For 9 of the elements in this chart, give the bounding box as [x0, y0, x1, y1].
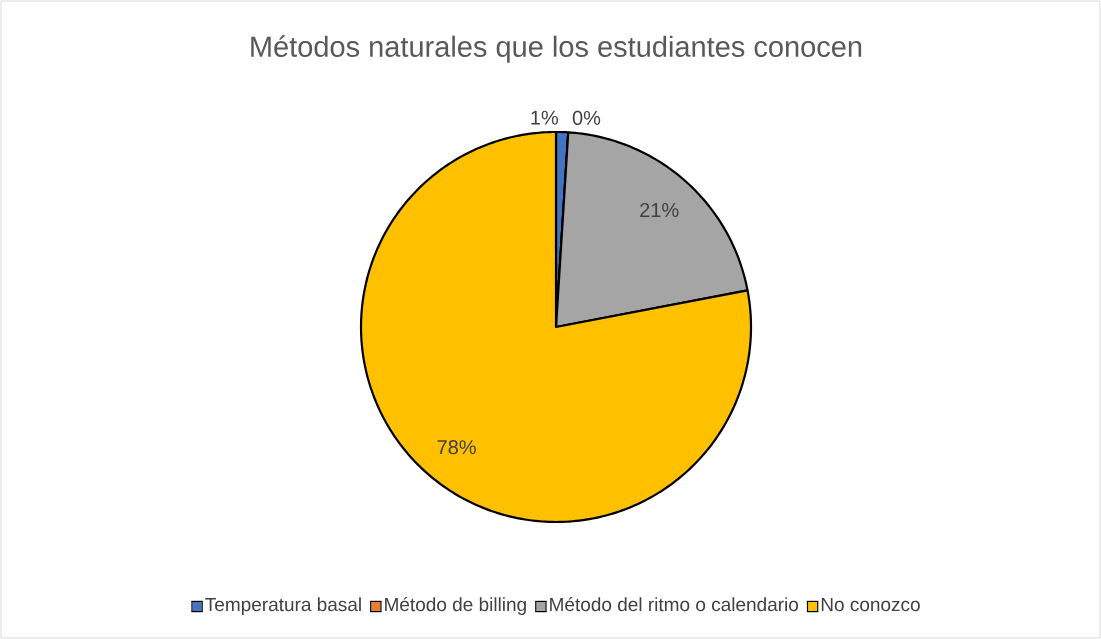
legend-label: No conozco — [821, 597, 920, 612]
chart-title: Métodos naturales que los estudiantes conocen — [251, 35, 862, 63]
data-label: 21% — [640, 202, 679, 218]
text: 0% — [572, 110, 601, 125]
legend-label: Método de billing — [385, 597, 526, 615]
data-label: 1% — [531, 110, 559, 125]
legend-label: Temperatura basal — [205, 597, 361, 615]
data-label: 78% — [437, 440, 476, 455]
legend-label: Método del ritmo o calendario — [550, 597, 799, 612]
